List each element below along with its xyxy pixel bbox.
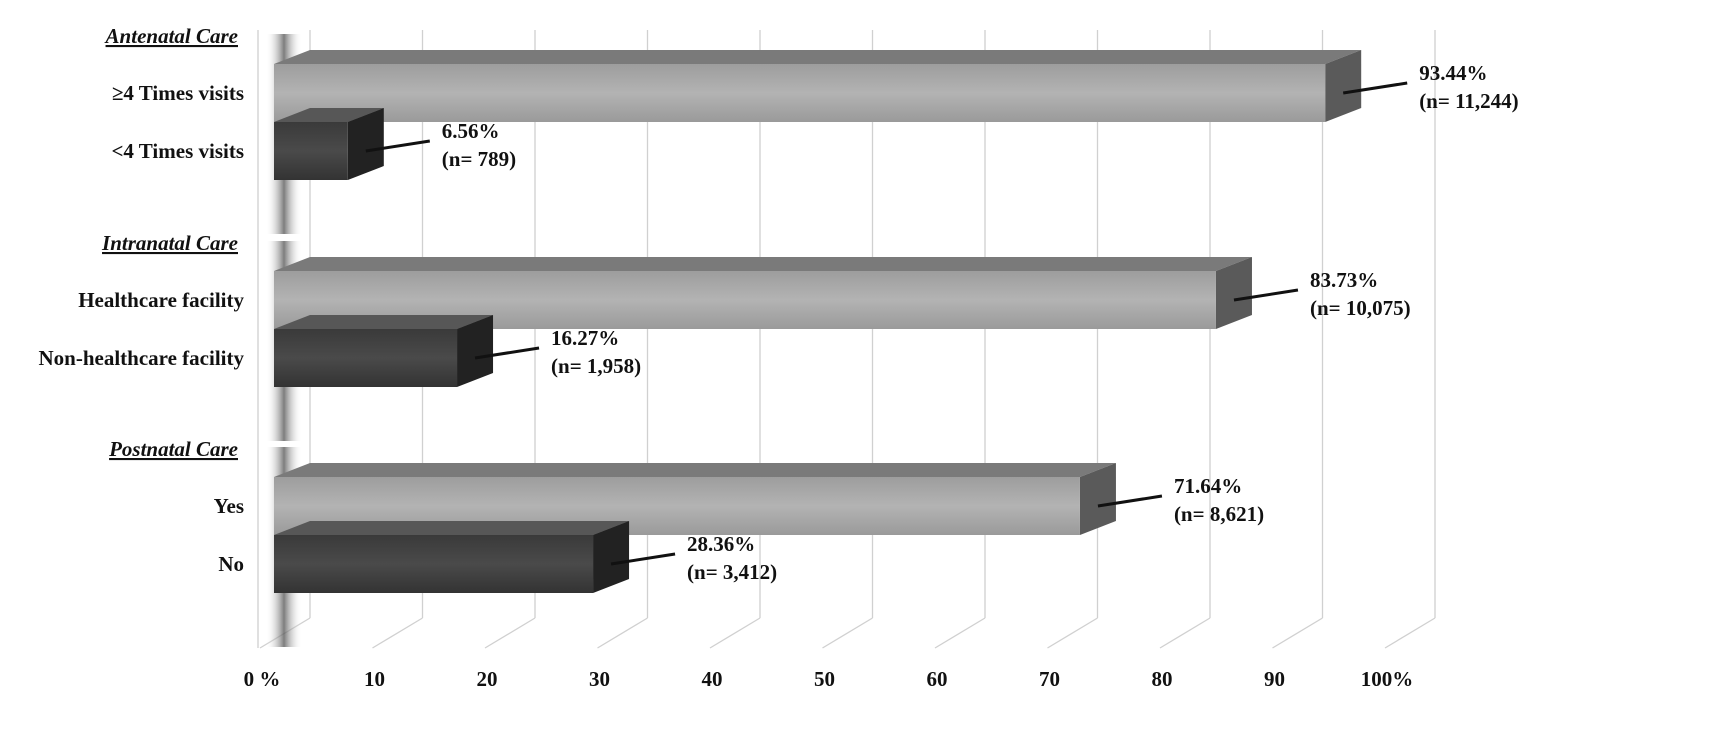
bar-side <box>457 315 494 387</box>
gridline-floor <box>1384 617 1436 649</box>
x-tick-label: 20 <box>477 667 498 691</box>
bar-side <box>1079 463 1116 535</box>
bars <box>274 50 1362 593</box>
data-label-percent: 71.64% <box>1174 474 1242 498</box>
bar <box>274 535 594 593</box>
category-label: Healthcare facility <box>78 288 244 312</box>
gridline-floor <box>372 617 423 649</box>
leader-line <box>610 552 676 566</box>
data-label-n: (n= 789) <box>442 147 516 171</box>
bar-top <box>274 463 1116 477</box>
bar-side <box>347 108 384 180</box>
category-label: Non-healthcare facility <box>39 346 245 370</box>
bar-side <box>593 521 630 593</box>
data-label-percent: 93.44% <box>1419 61 1487 85</box>
data-label-percent: 83.73% <box>1310 268 1378 292</box>
data-label-n: (n= 8,621) <box>1174 502 1264 526</box>
leader-line <box>365 139 431 153</box>
bar-top <box>274 50 1362 64</box>
x-tick-label: 80 <box>1152 667 1173 691</box>
data-label-n: (n= 1,958) <box>551 354 641 378</box>
data-label-percent: 28.36% <box>687 532 755 556</box>
category-label: ≥4 Times visits <box>112 81 244 105</box>
bar <box>274 122 348 180</box>
gridline-floor <box>709 617 761 649</box>
bar-top <box>274 521 630 535</box>
data-label-n: (n= 3,412) <box>687 560 777 584</box>
labels: 0 % 10 20 30 40 50 60 70 80 90 100% Antenatal Care ≥… <box>39 24 1519 691</box>
x-tick-label: 50 <box>814 667 835 691</box>
data-label-n: (n= 10,075) <box>1310 296 1411 320</box>
x-tick-label: 0 % <box>244 667 281 691</box>
data-label-percent: 16.27% <box>551 326 619 350</box>
category-label: No <box>218 552 244 576</box>
category-label: Yes <box>214 494 244 518</box>
leader-line <box>1342 81 1408 95</box>
gridline-floor <box>822 617 873 649</box>
x-tick-label: 100% <box>1361 667 1414 691</box>
leader-line <box>1233 288 1299 302</box>
x-tick-label: 70 <box>1039 667 1060 691</box>
group-label: Antenatal Care <box>104 24 238 48</box>
gridline-floor <box>1047 617 1098 649</box>
leader-line <box>474 346 540 360</box>
data-label-n: (n= 11,244) <box>1419 89 1518 113</box>
data-label-percent: 6.56% <box>442 119 500 143</box>
category-label: <4 Times visits <box>111 139 244 163</box>
bar <box>274 64 1326 122</box>
x-tick-label: 60 <box>927 667 948 691</box>
leader-line <box>1097 494 1163 508</box>
gridline-floor <box>934 617 986 649</box>
group-label: Intranatal Care <box>101 231 238 255</box>
bar-top <box>274 315 494 329</box>
x-tick-label: 10 <box>364 667 385 691</box>
bar-top <box>274 108 384 122</box>
bar <box>274 329 458 387</box>
gridline-floor <box>1272 617 1323 649</box>
x-tick-label: 90 <box>1264 667 1285 691</box>
group-label: Postnatal Care <box>108 437 238 461</box>
bar-top <box>274 257 1252 271</box>
gridline-floor <box>1159 617 1211 649</box>
x-tick-label: 40 <box>702 667 723 691</box>
gridline-floor <box>597 617 648 649</box>
gridline-floor <box>484 617 536 649</box>
bar-side <box>1215 257 1252 329</box>
x-tick-label: 30 <box>589 667 610 691</box>
bar-side <box>1325 50 1362 122</box>
